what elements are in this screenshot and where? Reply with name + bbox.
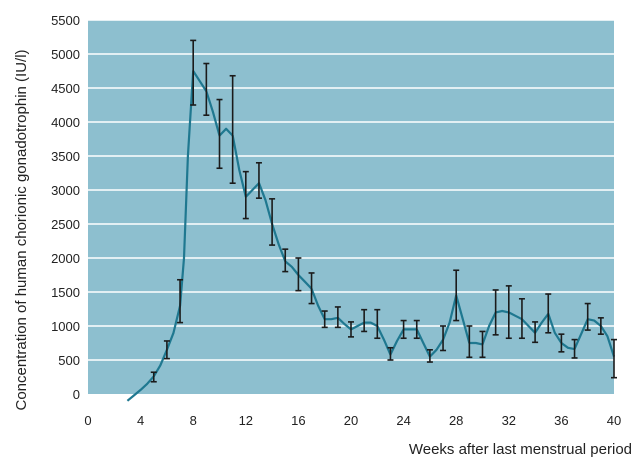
error-bar (505, 285, 512, 340)
error-bar (479, 330, 486, 359)
error-bar (453, 269, 460, 322)
y-axis-title: Concentration of human chorionic gonadot… (13, 49, 30, 410)
x-axis-title: Weeks after last menstrual period (409, 441, 632, 458)
x-tick-label: 0 (84, 413, 91, 428)
x-tick-labels: 0 4 8 12 16 20 24 28 32 36 40 (84, 413, 621, 428)
y-tick-label: 2500 (51, 217, 80, 232)
error-bar (295, 257, 302, 292)
x-tick-label: 24 (396, 413, 410, 428)
y-tick-label: 5000 (51, 47, 80, 62)
error-bar (242, 170, 249, 220)
y-tick-label: 4000 (51, 115, 80, 130)
error-bar (440, 325, 447, 352)
error-bar (229, 74, 236, 184)
y-tick-label: 0 (73, 387, 80, 402)
error-bar (518, 297, 525, 340)
error-bar (163, 340, 170, 360)
x-tick-label: 4 (137, 413, 144, 428)
error-bar (466, 325, 473, 359)
error-bar (321, 310, 328, 329)
x-tick-label: 40 (607, 413, 621, 428)
error-bar (150, 371, 157, 383)
y-tick-label: 5500 (51, 13, 80, 28)
hcg-concentration-line (126, 69, 616, 402)
x-tick-label: 28 (449, 413, 463, 428)
error-bar (308, 272, 315, 305)
error-bar (611, 338, 617, 379)
x-tick-label: 32 (502, 413, 516, 428)
error-bar (269, 198, 276, 246)
error-bar (571, 338, 578, 359)
y-tick-label: 1000 (51, 319, 80, 334)
error-bar (532, 321, 539, 344)
error-bar (492, 289, 499, 336)
error-bars (150, 39, 617, 383)
error-bar (334, 306, 341, 329)
error-bar (282, 248, 289, 273)
error-bar (597, 317, 604, 335)
error-bar (203, 62, 210, 116)
error-bar (361, 308, 368, 333)
y-tick-label: 4500 (51, 81, 80, 96)
y-tick-labels: 0 500 1000 1500 2000 2500 3000 3500 4000 4500 5000… (51, 13, 80, 402)
error-bar (400, 319, 407, 340)
y-tick-label: 3000 (51, 183, 80, 198)
error-bar (584, 302, 591, 331)
y-tick-label: 1500 (51, 285, 80, 300)
error-bar (545, 293, 552, 334)
x-tick-label: 16 (291, 413, 305, 428)
y-tick-label: 3500 (51, 149, 80, 164)
error-bar (216, 98, 223, 170)
error-bar (190, 39, 197, 106)
error-bar (426, 348, 433, 363)
error-bar (348, 321, 354, 338)
y-tick-label: 500 (58, 353, 80, 368)
x-tick-label: 20 (344, 413, 358, 428)
error-bar (374, 308, 381, 340)
x-tick-label: 12 (239, 413, 253, 428)
error-bar (255, 162, 262, 199)
y-tick-label: 2000 (51, 251, 80, 266)
error-bar (177, 278, 184, 324)
error-bar (558, 333, 565, 353)
x-tick-label: 36 (554, 413, 568, 428)
x-tick-label: 8 (190, 413, 197, 428)
error-bar (413, 319, 420, 340)
error-bar (387, 346, 394, 361)
